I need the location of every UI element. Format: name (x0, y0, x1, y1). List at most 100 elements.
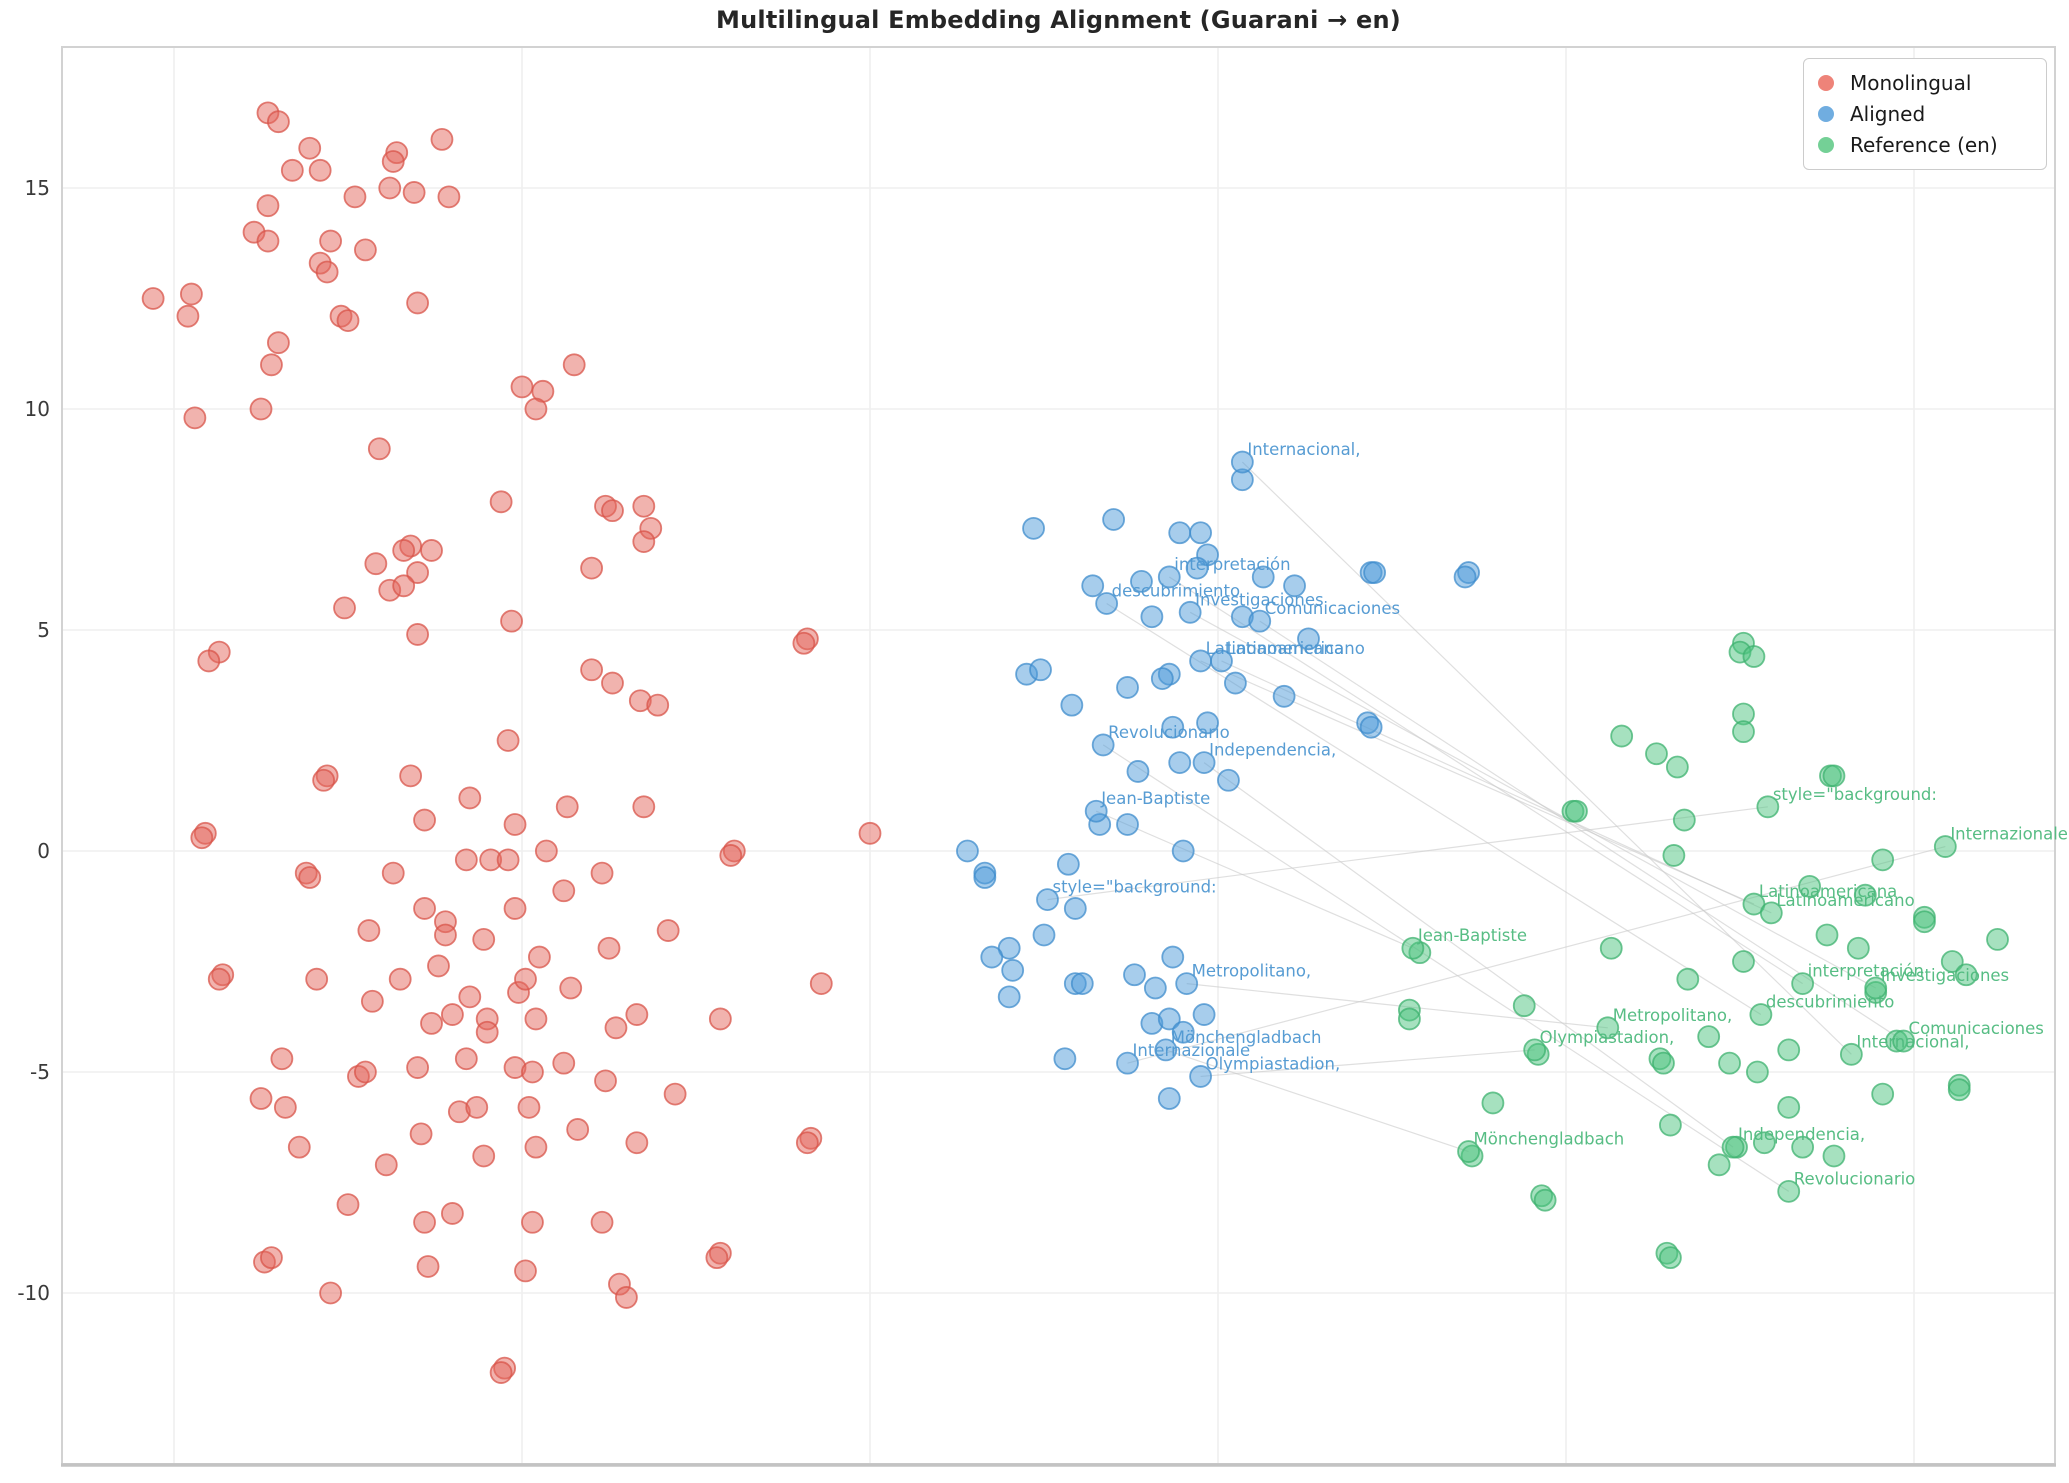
point-monolingual (402, 181, 426, 204)
point-reference-en (1512, 994, 1536, 1018)
point-monolingual (183, 406, 207, 430)
point-monolingual (437, 185, 461, 209)
point-reference-en (1853, 883, 1877, 907)
point-monolingual (141, 287, 165, 310)
point-aligned (1171, 1020, 1195, 1044)
point-reference-en (1746, 1060, 1769, 1084)
point-monolingual (521, 1060, 544, 1084)
point-monolingual (601, 671, 624, 695)
point-reference-en (1947, 1078, 1971, 1102)
point-reference-en (1697, 1025, 1721, 1049)
point-monolingual (266, 110, 290, 134)
point-reference-en (1777, 1179, 1801, 1203)
point-monolingual (510, 375, 534, 399)
point-reference-en (1871, 848, 1895, 872)
point-aligned (997, 985, 1021, 1009)
point-aligned (1251, 565, 1275, 589)
legend-item-reference: Reference (en) (1818, 133, 2030, 157)
point-monolingual (179, 282, 203, 306)
annotation-label: descubrimiento (1766, 993, 1894, 1012)
point-monolingual (580, 556, 603, 580)
point-monolingual (475, 1020, 499, 1044)
point-monolingual (601, 499, 624, 523)
point-aligned (980, 945, 1004, 969)
point-monolingual (409, 1122, 433, 1146)
alignment-line (1221, 660, 1772, 914)
point-monolingual (357, 919, 381, 942)
legend: Monolingual Aligned Reference (en) (1803, 58, 2047, 170)
point-monolingual (534, 839, 558, 863)
point-monolingual (632, 530, 656, 553)
point-monolingual (256, 229, 280, 253)
annotation-label: Jean-Baptiste (1100, 789, 1210, 808)
point-aligned (1060, 693, 1084, 717)
point-reference-en (1523, 1038, 1547, 1062)
point-reference-en (1815, 923, 1839, 947)
point-monolingual (559, 976, 583, 1000)
point-monolingual (489, 1361, 513, 1384)
point-reference-en (1777, 1038, 1801, 1062)
x-tick-label: -10 (506, 1481, 539, 1483)
point-monolingual (197, 649, 221, 673)
point-reference-en (1759, 901, 1783, 925)
point-aligned (1116, 1051, 1139, 1075)
point-aligned (1210, 649, 1233, 673)
point-monolingual (406, 623, 430, 646)
point-reference-en (1610, 724, 1634, 748)
point-monolingual (496, 729, 520, 752)
annotation-label: Metropolitano, (1613, 1006, 1733, 1025)
point-monolingual (708, 1007, 732, 1031)
annotation-label: Internazionale (1133, 1041, 1251, 1060)
point-aligned (1453, 565, 1477, 589)
annotation-label: Independencia, (1209, 741, 1336, 760)
annotation-label: Latinoamericana (1206, 639, 1344, 658)
point-aligned (1230, 450, 1254, 474)
point-monolingual (458, 786, 482, 810)
point-monolingual (392, 539, 416, 562)
point-aligned (1070, 972, 1094, 995)
point-monolingual (315, 260, 339, 284)
point-monolingual (378, 176, 402, 200)
point-reference-en (1752, 1131, 1776, 1155)
point-reference-en (1777, 1095, 1801, 1119)
point-monolingual (381, 861, 405, 885)
point-monolingual (472, 928, 496, 951)
legend-label: Aligned (1850, 102, 1926, 126)
point-monolingual (705, 1246, 729, 1270)
point-monolingual (521, 1210, 544, 1234)
point-monolingual (503, 897, 527, 920)
point-monolingual (353, 1060, 377, 1084)
alignment-line (1095, 810, 1414, 949)
point-aligned (1123, 963, 1146, 987)
point-reference-en (1822, 764, 1846, 788)
alignment-line (1168, 576, 1803, 985)
point-reference-en (1846, 936, 1870, 960)
x-tick-label: 30 (1901, 1481, 1926, 1483)
point-monolingual (503, 813, 527, 836)
point-monolingual (249, 397, 273, 421)
point-monolingual (190, 826, 214, 850)
point-aligned (1224, 671, 1247, 695)
point-reference-en (1822, 1144, 1846, 1168)
point-monolingual (458, 985, 482, 1009)
point-monolingual (517, 1095, 541, 1119)
point-reference-en (1659, 1113, 1682, 1137)
point-aligned (1192, 751, 1216, 774)
x-tick-label: 20 (1553, 1481, 1578, 1483)
point-aligned (1056, 852, 1080, 876)
alignment-line (1186, 983, 1608, 1029)
point-reference-en (1533, 1188, 1557, 1212)
point-aligned (1248, 609, 1272, 633)
point-aligned (1272, 684, 1296, 708)
annotation-label: Internacional, (1247, 440, 1360, 459)
legend-item-monolingual: Monolingual (1818, 71, 2030, 95)
point-monolingual (406, 1056, 430, 1079)
point-monolingual (287, 1135, 311, 1159)
point-reference-en (1481, 1091, 1505, 1115)
point-aligned (1084, 799, 1108, 823)
annotation-label: descubrimiento (1112, 581, 1240, 600)
y-tick-label: 5 (37, 618, 50, 642)
point-monolingual (399, 764, 423, 788)
point-aligned (1363, 561, 1386, 584)
